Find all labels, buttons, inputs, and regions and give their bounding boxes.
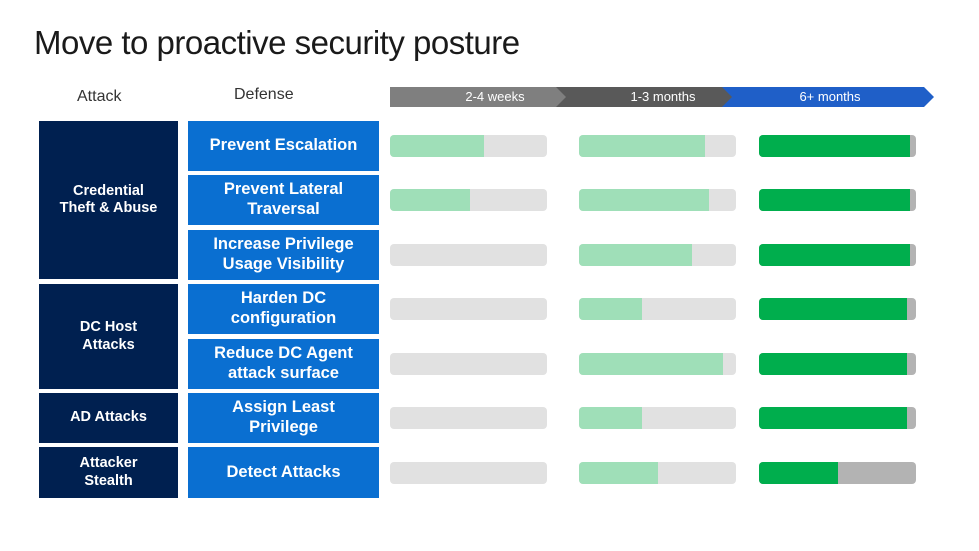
defense-increase-privilege-visibility: Increase Privilege Usage Visibility [188,230,379,280]
progress-bar-1-3-months [579,189,736,211]
progress-bar-1-3-months [579,407,736,429]
timeline-label-6-months: 6+ months [799,89,861,104]
defense-reduce-dc-agent: Reduce DC Agent attack surface [188,339,379,389]
attack-credential-theft: Credential Theft & Abuse [39,121,178,279]
progress-bar-1-3-months [579,298,736,320]
progress-bar-6-months [759,298,916,320]
progress-fill [579,353,724,375]
defense-assign-least-privilege: Assign Least Privilege [188,393,379,443]
progress-bar-1-3-months [579,353,736,375]
defense-prevent-escalation: Prevent Escalation [188,121,379,171]
progress-fill [759,407,907,429]
defense-label: Prevent Escalation [209,136,358,155]
defense-harden-dc: Harden DC configuration [188,284,379,334]
progress-fill [579,407,642,429]
progress-bar-6-months [759,135,916,157]
progress-fill [579,189,710,211]
defense-label: Detect Attacks [226,462,341,481]
defense-detect-attacks: Detect Attacks [188,447,379,498]
attack-label: Attacker Stealth [79,455,138,489]
progress-bar-1-3-months [579,135,736,157]
defense-label: Harden DC configuration [230,289,337,327]
progress-bar-6-months [759,244,916,266]
timeline-arrows [390,87,934,107]
attack-attacker-stealth: Attacker Stealth [39,447,178,498]
progress-fill [759,189,910,211]
defense-prevent-lateral-traversal: Prevent Lateral Traversal [188,175,379,225]
progress-bar-2-4-weeks [390,353,547,375]
timeline-label-2-4-weeks: 2-4 weeks [465,89,525,104]
defense-label: Reduce DC Agent attack surface [214,344,353,382]
progress-bar-2-4-weeks [390,244,547,266]
slide-title: Move to proactive security posture [34,24,520,61]
progress-bar-6-months [759,462,916,484]
progress-bar-6-months [759,407,916,429]
progress-fill [390,135,485,157]
progress-fill [390,189,471,211]
attack-ad-attacks: AD Attacks [39,393,178,443]
progress-fill [759,462,838,484]
defense-label: Assign Least Privilege [232,398,335,436]
progress-bar-1-3-months [579,244,736,266]
attack-label: Credential Theft & Abuse [59,182,158,216]
progress-bar-1-3-months [579,462,736,484]
progress-bar-2-4-weeks [390,135,547,157]
attack-column-header: Attack [77,88,122,105]
progress-bar-2-4-weeks [390,298,547,320]
progress-fill [579,298,642,320]
defense-label: Increase Privilege Usage Visibility [213,235,354,273]
progress-bar-6-months [759,353,916,375]
progress-fill [579,244,693,266]
timeline-arrow-1-3-months [556,87,734,107]
timeline-arrow-6-months [722,87,934,107]
timeline-arrow-2-4-weeks [390,87,568,107]
progress-fill [759,135,910,157]
defense-column-header: Defense [234,86,294,103]
progress-bar-2-4-weeks [390,462,547,484]
defense-label: Prevent Lateral Traversal [223,180,344,218]
attack-dc-host: DC Host Attacks [39,284,178,389]
progress-fill [759,244,910,266]
progress-bar-2-4-weeks [390,189,547,211]
attack-label: AD Attacks [70,409,147,426]
progress-fill [579,135,705,157]
progress-bar-2-4-weeks [390,407,547,429]
progress-fill [759,298,907,320]
progress-fill [579,462,658,484]
timeline-label-1-3-months: 1-3 months [630,89,696,104]
attack-label: DC Host Attacks [79,319,138,353]
progress-bar-6-months [759,189,916,211]
progress-fill [759,353,907,375]
